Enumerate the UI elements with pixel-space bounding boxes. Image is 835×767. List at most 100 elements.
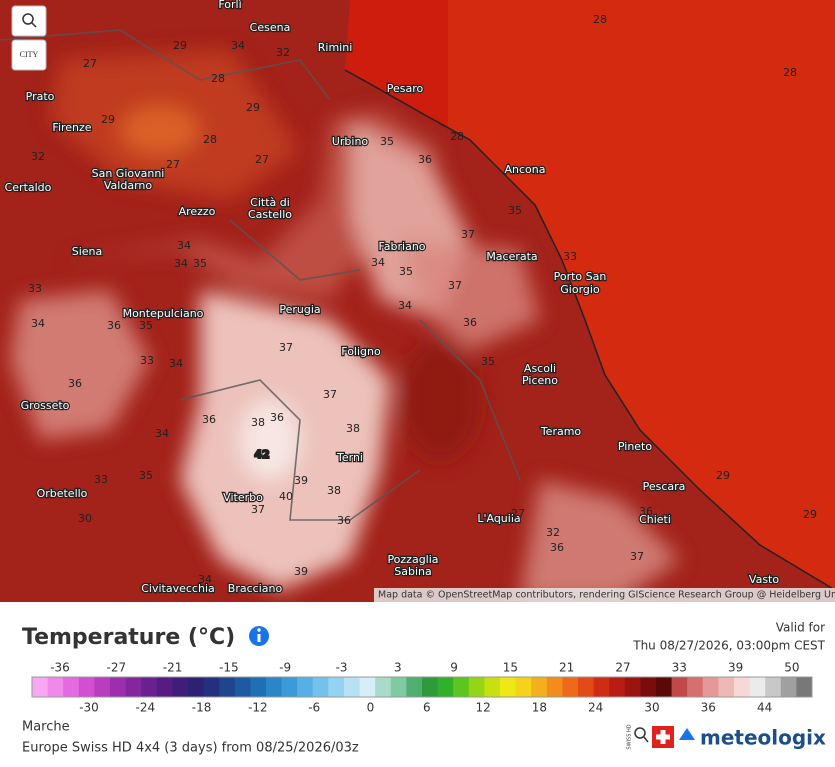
isotherm-label: 34 [231, 39, 245, 52]
city-button[interactable] [11, 39, 47, 71]
color-cell [250, 677, 267, 697]
isotherm-label: 37 [279, 341, 293, 354]
color-cell [125, 677, 142, 697]
bottom-tick-label: 6 [423, 701, 431, 715]
search-icon [634, 727, 646, 739]
color-cell [78, 677, 95, 697]
zoom-button[interactable] [11, 5, 47, 37]
color-cell [500, 677, 517, 697]
attribution-bg [374, 588, 835, 602]
bottom-tick-label: 12 [475, 701, 490, 715]
color-cell [671, 677, 688, 697]
isotherm-label: 27 [255, 153, 269, 166]
bottom-tick-label: 24 [588, 701, 603, 715]
bottom-tick-label: -6 [308, 701, 320, 715]
isotherm-label: 29 [246, 101, 260, 114]
isotherm-label: 27 [83, 57, 97, 70]
coastline [344, 69, 835, 591]
isotherm-label: 35 [380, 135, 394, 148]
bottom-tick-label: -12 [248, 701, 268, 715]
city-label: Pozzaglia [387, 553, 438, 566]
city-label: Foligno [341, 345, 381, 358]
city-label: Valdarno [104, 179, 152, 192]
map[interactable]: Forlì Cesena Rimini Pesaro Prato Firenze Urbin… [0, 0, 835, 602]
city-label: Siena [72, 245, 103, 258]
city-label: Castello [248, 208, 292, 221]
city-label: Città di [250, 196, 290, 209]
zoom-icon [22, 13, 34, 25]
top-tick-label: 39 [728, 661, 743, 675]
bottom-tick-label: -18 [192, 701, 212, 715]
city-label: Porto San [554, 270, 607, 283]
attribution: Map data © OpenStreetMap contributors, r… [378, 590, 835, 601]
color-cell [141, 677, 158, 697]
city-label: Perugia [279, 303, 320, 316]
color-cell [515, 677, 532, 697]
isotherm-label: 35 [399, 265, 413, 278]
bottom-tick-label: 18 [532, 701, 547, 715]
color-cell [344, 677, 361, 697]
isotherm-label: 36 [550, 541, 564, 554]
city-button-label: CITY [20, 50, 39, 59]
city-label: Firenze [52, 121, 91, 134]
isotherm-label: 28 [211, 72, 225, 85]
isotherm-label: 29 [803, 508, 817, 521]
color-cell [422, 677, 439, 697]
isotherm-label: 34 [371, 256, 385, 269]
color-cell [578, 677, 595, 697]
isotherm-label: 36 [418, 153, 432, 166]
isotherm-label: 34 [398, 299, 412, 312]
color-cell [32, 677, 49, 697]
isotherm-label: 35 [139, 469, 153, 482]
top-tick-label: 27 [615, 661, 630, 675]
isotherm-label: 33 [140, 354, 154, 367]
top-tick-label: 9 [450, 661, 458, 675]
top-tick-label: 50 [784, 661, 799, 675]
model: Europe Swiss HD 4x4 (3 days) from 08/25/… [22, 741, 359, 756]
isotherm-label: 33 [563, 250, 577, 263]
color-cell [203, 677, 220, 697]
city-label: Cesena [250, 21, 291, 34]
color-cell [718, 677, 735, 697]
isotherm-label: 37 [323, 388, 337, 401]
top-tick-label: -27 [106, 661, 126, 675]
top-tick-label: 21 [559, 661, 574, 675]
isotherm-label: 36 [107, 319, 121, 332]
isotherm-label: 32 [276, 46, 290, 59]
city-label: Forlì [218, 0, 241, 11]
city-label: Civitavecchia [141, 582, 215, 595]
color-cell [546, 677, 563, 697]
bottom-tick-label: 44 [757, 701, 772, 715]
city-label: Giorgio [560, 283, 600, 296]
isotherm-label: 34 [174, 257, 188, 270]
color-cell [63, 677, 80, 697]
color-bar-frame [31, 676, 813, 698]
isotherm-label: 36 [639, 505, 653, 518]
city-label: Arezzo [179, 205, 216, 218]
color-cell [266, 677, 283, 697]
color-cell [749, 677, 766, 697]
color-cell [484, 677, 501, 697]
top-tick-label: -15 [219, 661, 239, 675]
legend-title: Temperature (°C) [22, 625, 235, 650]
isotherm-label: 37 [251, 503, 265, 516]
bottom-tick-label: -30 [79, 701, 99, 715]
valid-for: Valid for [776, 621, 825, 635]
city-label: Sabina [394, 565, 431, 578]
color-cell [281, 677, 298, 697]
color-cell [609, 677, 626, 697]
color-bar: -36 -27 -21 -15 -9 -3 3 9 15 21 27 33 39 50-30 -24 -18-… [31, 661, 813, 715]
color-cell [172, 677, 189, 697]
color-cell [375, 677, 392, 697]
city-label: Orbetello [37, 487, 88, 500]
color-cell [359, 677, 376, 697]
isotherm-label: 30 [78, 512, 92, 525]
color-cell [47, 677, 64, 697]
search-icon-handle [643, 736, 649, 743]
isotherm-label: 28 [450, 130, 464, 143]
isotherm-label: 36 [202, 413, 216, 426]
city-label: Ancona [505, 163, 546, 176]
color-cell [468, 677, 485, 697]
color-cell [328, 677, 345, 697]
